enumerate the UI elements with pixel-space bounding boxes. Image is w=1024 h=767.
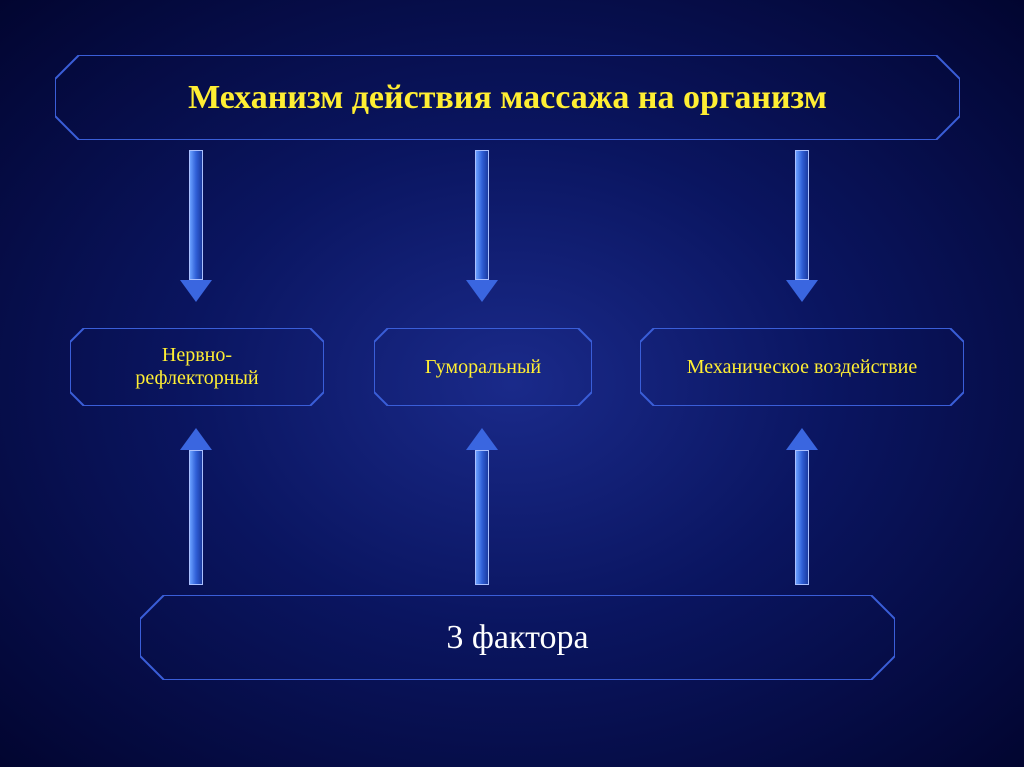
bottom-box: 3 фактора bbox=[140, 595, 895, 680]
arrow-up-icon bbox=[180, 0, 212, 767]
arrow-up-icon bbox=[786, 0, 818, 767]
arrow-up-icon bbox=[466, 0, 498, 767]
title-text: Механизм действия массажа на организм bbox=[188, 78, 827, 117]
